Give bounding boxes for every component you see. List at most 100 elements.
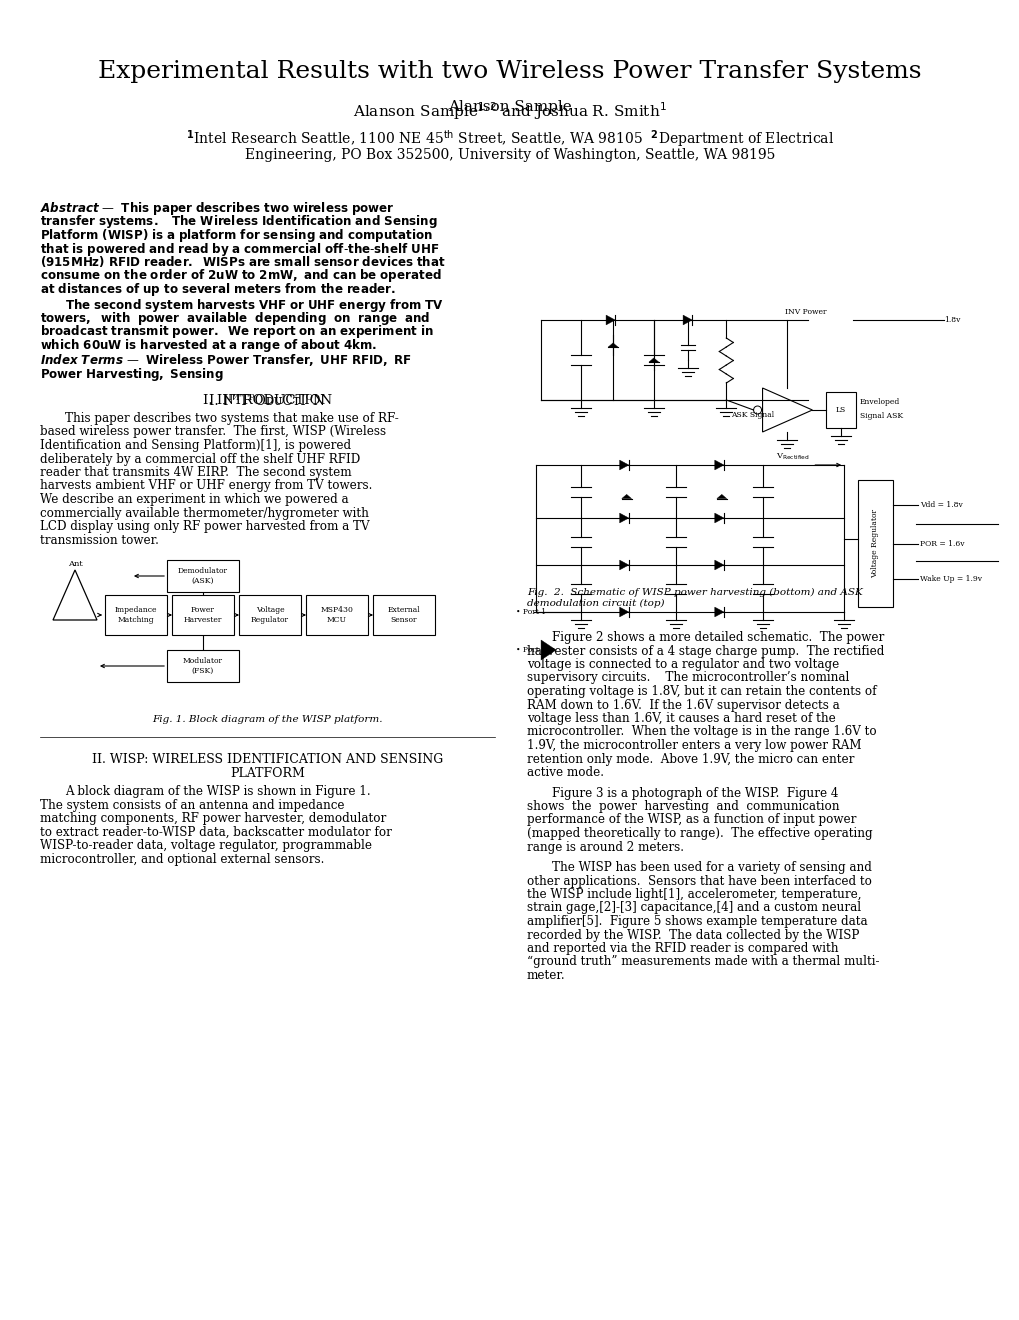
Text: Power
Harvester: Power Harvester <box>183 606 222 623</box>
Text: Ant: Ant <box>67 560 83 568</box>
Text: 1.8v: 1.8v <box>943 315 959 323</box>
Text: Demodulator
(ASK): Demodulator (ASK) <box>178 568 228 585</box>
Text: POR = 1.6v: POR = 1.6v <box>919 540 963 548</box>
Text: Voltage
Regulator: Voltage Regulator <box>251 606 288 623</box>
Text: other applications.  Sensors that have been interfaced to: other applications. Sensors that have be… <box>527 874 871 887</box>
Text: commercially available thermometer/hygrometer with: commercially available thermometer/hygro… <box>40 507 369 520</box>
Text: retention only mode.  Above 1.9V, the micro can enter: retention only mode. Above 1.9V, the mic… <box>527 752 854 766</box>
Text: Voltage Regulator: Voltage Regulator <box>870 510 878 578</box>
Text: Experimental Results with two Wireless Power Transfer Systems: Experimental Results with two Wireless P… <box>98 59 921 83</box>
Polygon shape <box>620 607 628 616</box>
Text: meter.: meter. <box>527 969 566 982</box>
Text: harvests ambient VHF or UHF energy from TV towers.: harvests ambient VHF or UHF energy from … <box>40 479 372 492</box>
Text: performance of the WISP, as a function of input power: performance of the WISP, as a function o… <box>527 813 856 826</box>
Polygon shape <box>620 461 628 470</box>
Text: supervisory circuits.    The microcontroller’s nominal: supervisory circuits. The microcontrolle… <box>527 672 849 685</box>
Text: reader that transmits 4W EIRP.  The second system: reader that transmits 4W EIRP. The secon… <box>40 466 352 479</box>
Text: operating voltage is 1.8V, but it can retain the contents of: operating voltage is 1.8V, but it can re… <box>527 685 875 698</box>
Polygon shape <box>714 607 723 616</box>
Text: $\mathbf{Power\ Harvesting,\ Sensing}$: $\mathbf{Power\ Harvesting,\ Sensing}$ <box>40 366 223 383</box>
Text: I. INTRODUCTION: I. INTRODUCTION <box>203 393 332 407</box>
Text: $\mathbf{The\ second\ system\ harvests\ VHF\ or\ UHF\ energy\ from\ TV}$: $\mathbf{The\ second\ system\ harvests\ … <box>65 297 443 314</box>
Text: Signal ASK: Signal ASK <box>859 412 902 420</box>
Bar <box>306 595 368 635</box>
Text: The WISP has been used for a variety of sensing and: The WISP has been used for a variety of … <box>551 861 871 874</box>
Text: Modulator
(FSK): Modulator (FSK) <box>182 657 223 675</box>
Text: based wireless power transfer.  The first, WISP (Wireless: based wireless power transfer. The first… <box>40 425 386 438</box>
Text: $^{\mathbf{1}}$Intel Research Seattle, 1100 NE 45$^{\mathrm{th}}$ Street, Seattl: $^{\mathbf{1}}$Intel Research Seattle, 1… <box>185 128 834 149</box>
Text: ASK Signal: ASK Signal <box>731 411 773 418</box>
Text: RAM down to 1.6V.  If the 1.6V supervisor detects a: RAM down to 1.6V. If the 1.6V supervisor… <box>527 698 839 711</box>
Text: microcontroller.  When the voltage is in the range 1.6V to: microcontroller. When the voltage is in … <box>527 726 875 738</box>
Text: $\mathbf{at\ distances\ of\ up\ to\ several\ meters\ from\ the\ reader.}$: $\mathbf{at\ distances\ of\ up\ to\ seve… <box>40 281 395 298</box>
Text: $\bfit{Abstract}$ $\mathbf{—}$  $\mathbf{This\ paper\ describes\ two\ wireless\ : $\bfit{Abstract}$ $\mathbf{—}$ $\mathbf{… <box>40 201 394 216</box>
Text: INV Power: INV Power <box>785 308 826 315</box>
Polygon shape <box>607 343 618 347</box>
Bar <box>825 392 855 428</box>
Text: $\mathbf{which\ 60uW\ is\ harvested\ at\ a\ range\ of\ about\ 4km.}$: $\mathbf{which\ 60uW\ is\ harvested\ at\… <box>40 337 377 354</box>
Text: $\mathbf{Platform\ (WISP)\ is\ a\ platform\ for\ sensing\ and\ computation}$: $\mathbf{Platform\ (WISP)\ is\ a\ platfo… <box>40 227 432 244</box>
Polygon shape <box>648 358 658 362</box>
Text: shows  the  power  harvesting  and  communication: shows the power harvesting and communica… <box>527 800 839 813</box>
Text: to extract reader-to-WISP data, backscatter modulator for: to extract reader-to-WISP data, backscat… <box>40 825 391 838</box>
Text: Figure 3 is a photograph of the WISP.  Figure 4: Figure 3 is a photograph of the WISP. Fi… <box>551 787 838 800</box>
Text: voltage is connected to a regulator and two voltage: voltage is connected to a regulator and … <box>527 657 839 671</box>
Polygon shape <box>540 640 555 660</box>
Text: MSP430
MCU: MSP430 MCU <box>320 606 354 623</box>
Text: WISP-to-reader data, voltage regulator, programmable: WISP-to-reader data, voltage regulator, … <box>40 840 372 851</box>
Text: A block diagram of the WISP is shown in Figure 1.: A block diagram of the WISP is shown in … <box>65 785 370 799</box>
Text: recorded by the WISP.  The data collected by the WISP: recorded by the WISP. The data collected… <box>527 928 859 941</box>
Text: Figure 2 shows a more detailed schematic.  The power: Figure 2 shows a more detailed schematic… <box>551 631 883 644</box>
Polygon shape <box>620 560 628 570</box>
Text: 1.9V, the microcontroller enters a very low power RAM: 1.9V, the microcontroller enters a very … <box>527 739 861 752</box>
Text: deliberately by a commercial off the shelf UHF RFID: deliberately by a commercial off the she… <box>40 453 360 466</box>
Bar <box>857 480 892 607</box>
Text: • Port 1: • Port 1 <box>516 609 545 616</box>
Text: I. IᴵᴻTᴾOᴅᴜCᴛIᴼN: I. IᴵᴻTᴾOᴅᴜCᴛIᴼN <box>209 393 325 408</box>
Polygon shape <box>714 513 723 523</box>
Text: $\mathbf{broadcast\ transmit\ power.\ \ We\ report\ on\ an\ experiment\ in}$: $\mathbf{broadcast\ transmit\ power.\ \ … <box>40 323 433 341</box>
Text: $\bfit{Index\ Terms}$ $\mathbf{—}$  $\mathbf{Wireless\ Power\ Transfer,\ UHF\ RF: $\bfit{Index\ Terms}$ $\mathbf{—}$ $\mat… <box>40 352 412 368</box>
Bar <box>105 595 167 635</box>
Text: $\mathbf{transfer\ systems.\ \ \ The\ Wireless\ Identification\ and\ Sensing}$: $\mathbf{transfer\ systems.\ \ \ The\ Wi… <box>40 214 437 231</box>
Text: Fig.  2.  Schematic of WISP power harvesting (bottom) and ASK
demodulation circu: Fig. 2. Schematic of WISP power harvesti… <box>527 587 862 607</box>
Text: $\mathbf{(915MHz)\ RFID\ reader.\ \ WISPs\ are\ small\ sensor\ devices\ that}$: $\mathbf{(915MHz)\ RFID\ reader.\ \ WISP… <box>40 253 445 269</box>
Text: matching components, RF power harvester, demodulator: matching components, RF power harvester,… <box>40 812 386 825</box>
Text: $\mathbf{towers,\ \ with\ \ power\ \ available\ \ depending\ \ on\ \ range\ \ an: $\mathbf{towers,\ \ with\ \ power\ \ ava… <box>40 310 430 327</box>
Bar <box>373 595 434 635</box>
Text: Impedance
Matching: Impedance Matching <box>114 606 157 623</box>
Text: the WISP include light[1], accelerometer, temperature,: the WISP include light[1], accelerometer… <box>527 888 861 902</box>
Polygon shape <box>622 495 631 499</box>
Text: Alanson Sample: Alanson Sample <box>447 100 572 114</box>
Text: $\mathbf{that\ is\ powered\ and\ read\ by\ a\ commercial\ off\text{-}the\text{-}: $\mathbf{that\ is\ powered\ and\ read\ b… <box>40 240 439 257</box>
Text: Enveloped: Enveloped <box>859 399 900 407</box>
Text: transmission tower.: transmission tower. <box>40 533 159 546</box>
Text: PLATFORM: PLATFORM <box>230 767 305 780</box>
Text: Vdd = 1.8v: Vdd = 1.8v <box>919 502 962 510</box>
Text: LS: LS <box>835 407 846 414</box>
Text: active mode.: active mode. <box>527 766 603 779</box>
Text: LCD display using only RF power harvested from a TV: LCD display using only RF power harveste… <box>40 520 369 533</box>
Text: and reported via the RFID reader is compared with: and reported via the RFID reader is comp… <box>527 942 838 954</box>
Text: strain gage,[2]-[3] capacitance,[4] and a custom neural: strain gage,[2]-[3] capacitance,[4] and … <box>527 902 860 915</box>
Text: II. WISP: WIRELESS IDENTIFICATION AND SENSING: II. WISP: WIRELESS IDENTIFICATION AND SE… <box>92 752 442 766</box>
Polygon shape <box>716 495 726 499</box>
Text: “ground truth” measurements made with a thermal multi-: “ground truth” measurements made with a … <box>527 956 878 969</box>
Text: External
Sensor: External Sensor <box>387 606 420 623</box>
Text: This paper describes two systems that make use of RF-: This paper describes two systems that ma… <box>65 412 398 425</box>
Polygon shape <box>714 461 723 470</box>
Text: range is around 2 meters.: range is around 2 meters. <box>527 841 684 854</box>
Text: voltage less than 1.6V, it causes a hard reset of the: voltage less than 1.6V, it causes a hard… <box>527 711 835 725</box>
Text: microcontroller, and optional external sensors.: microcontroller, and optional external s… <box>40 853 324 866</box>
Text: Wake Up = 1.9v: Wake Up = 1.9v <box>919 576 980 583</box>
Polygon shape <box>683 315 692 325</box>
Text: Engineering, PO Box 352500, University of Washington, Seattle, WA 98195: Engineering, PO Box 352500, University o… <box>245 148 774 162</box>
Text: We describe an experiment in which we powered a: We describe an experiment in which we po… <box>40 492 348 506</box>
Text: The system consists of an antenna and impedance: The system consists of an antenna and im… <box>40 799 344 812</box>
Bar <box>172 595 233 635</box>
Text: harvester consists of a 4 stage charge pump.  The rectified: harvester consists of a 4 stage charge p… <box>527 644 883 657</box>
Polygon shape <box>605 315 614 325</box>
Text: • Port 2: • Port 2 <box>516 645 545 653</box>
Text: $\mathbf{consume\ on\ the\ order\ of\ 2uW\ to\ 2mW,\ and\ can\ be\ operated}$: $\mathbf{consume\ on\ the\ order\ of\ 2u… <box>40 268 441 285</box>
Text: Alanson Sample$^{1,2}$ and Joshua R. Smith$^{1}$: Alanson Sample$^{1,2}$ and Joshua R. Smi… <box>353 100 666 121</box>
